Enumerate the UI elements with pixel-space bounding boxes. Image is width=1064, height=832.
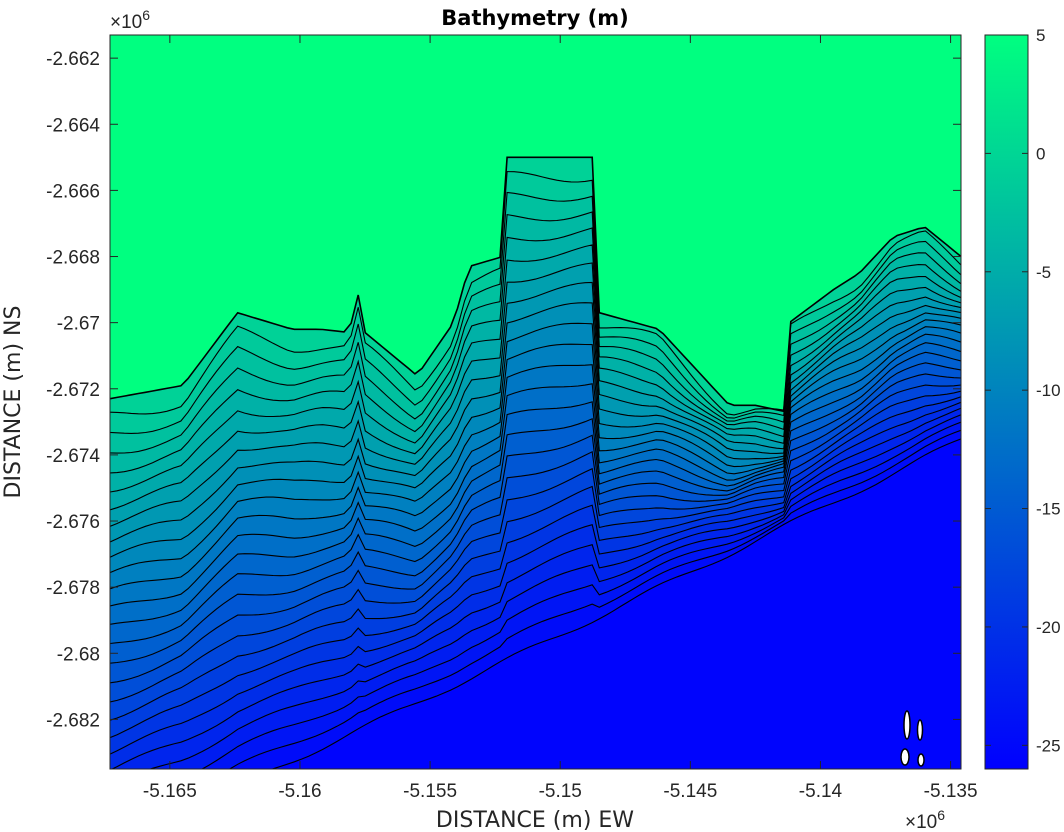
contour-line [110, 312, 961, 558]
contour-line [110, 384, 961, 703]
y-axis: -2.662 -2.664 -2.666 -2.668 -2.67 -2.672 -2.67… [46, 49, 961, 731]
rock-outcrop [916, 719, 924, 741]
x-tick-label: -5.165 [143, 781, 197, 802]
contour-line [110, 333, 961, 607]
contour-line [110, 281, 961, 527]
contour-line [110, 262, 961, 511]
y-tick-label: -2.664 [46, 115, 100, 136]
y-tick-label: -2.666 [46, 181, 100, 202]
contour-line [110, 156, 961, 413]
depth-band [110, 334, 961, 625]
rock-outcrops [900, 710, 925, 767]
depth-band [110, 319, 961, 589]
contour-line [110, 326, 961, 590]
x-axis-label: DISTANCE (m) EW [436, 808, 634, 832]
contour-line [110, 244, 961, 493]
depth-band [110, 402, 961, 769]
x-tick-label: -5.14 [799, 781, 843, 802]
contour-line [110, 401, 961, 755]
contour-line [110, 396, 961, 739]
y-tick-label: -2.672 [46, 380, 100, 401]
x-tick-label: -5.15 [539, 781, 582, 802]
y-tick-label: -2.662 [46, 49, 100, 70]
rock-outcrop [917, 753, 925, 767]
colorbar-tick-label: -5 [1036, 263, 1051, 282]
y-tick-label: -2.67 [57, 314, 100, 335]
plot-frame [109, 34, 962, 770]
y-tick-label: -2.676 [46, 512, 100, 533]
contour-line [110, 390, 961, 721]
depth-band [202, 422, 961, 769]
colorbar-tick-label: 5 [1036, 26, 1045, 45]
depth-band [110, 396, 961, 755]
x-tick-label: -5.135 [924, 781, 978, 802]
contour-line [110, 342, 961, 625]
contour-line [110, 302, 961, 543]
contour-line [201, 421, 961, 769]
contour-line [110, 171, 961, 416]
contour-line [110, 351, 961, 645]
colorbar-tick-label: -10 [1036, 381, 1061, 400]
colorbar-tick-label: 0 [1036, 144, 1045, 163]
depth-band [110, 326, 961, 606]
contour-line [110, 319, 961, 574]
colorbar-gradient [984, 34, 1029, 770]
x-tick-label: -5.155 [403, 781, 457, 802]
depth-band [150, 414, 961, 769]
x-tick-label: -5.145 [663, 781, 717, 802]
contour-line [228, 429, 961, 769]
rock-outcrop [903, 710, 911, 740]
contour-line [148, 414, 961, 769]
y-tick-label: -2.674 [46, 446, 100, 467]
contour-lines-layer [110, 156, 961, 769]
contour-line [110, 362, 961, 664]
depth-band [110, 228, 961, 492]
plot-area [110, 35, 961, 769]
colorbar: 5 0 -5 -10 -15 -20 -25 [984, 26, 1061, 770]
contour-line [110, 227, 961, 474]
depth-band [110, 302, 961, 558]
colorbar-ticks: 5 0 -5 -10 -15 -20 -25 [985, 26, 1061, 755]
colorbar-tick-label: -25 [1036, 736, 1061, 755]
chart-title: Bathymetry (m) [441, 6, 628, 30]
y-tick-label: -2.678 [46, 578, 100, 599]
colorbar-tick-label: -15 [1036, 500, 1061, 519]
y-axis-label: DISTANCE (m) NS [1, 306, 26, 499]
rock-outcrop [900, 748, 910, 766]
depth-band [110, 362, 961, 683]
contour-line [110, 211, 961, 454]
x-tick-label: -5.16 [278, 781, 321, 802]
contour-line [110, 191, 961, 434]
x-axis: -5.165 -5.16 -5.155 -5.15 -5.145 -5.14 -5.135 [143, 35, 978, 802]
depth-band [272, 438, 961, 769]
y-tick-label: -2.668 [46, 248, 100, 269]
colorbar-tick-label: -20 [1036, 618, 1061, 637]
y-multiplier: ×106 [110, 7, 150, 33]
y-tick-label: -2.682 [46, 710, 100, 731]
depth-fill-layer [110, 157, 961, 769]
x-multiplier: ×106 [905, 807, 945, 832]
contour-line [110, 407, 961, 769]
contour-line [270, 438, 961, 769]
y-tick-label: -2.68 [57, 644, 100, 665]
contour-line [110, 373, 961, 684]
